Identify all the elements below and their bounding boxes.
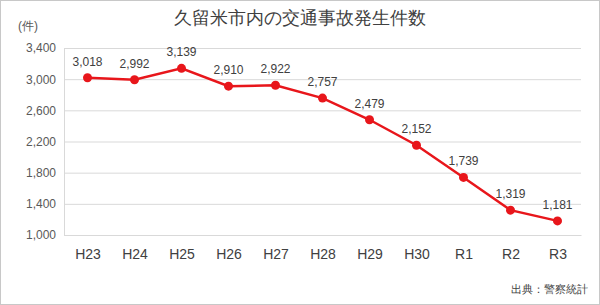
x-tick: H28 <box>310 235 336 262</box>
y-tick-label: 1,800 <box>26 166 56 180</box>
marker <box>83 73 92 82</box>
x-axis-line <box>65 235 582 236</box>
grid-line <box>64 235 581 236</box>
data-label: 1,319 <box>495 187 525 201</box>
x-tick: H24 <box>122 235 148 262</box>
x-tick-label: H30 <box>404 246 430 262</box>
x-tick: H26 <box>216 235 242 262</box>
grid-line <box>64 142 581 143</box>
data-label: 2,910 <box>213 63 243 77</box>
grid-line <box>64 48 581 49</box>
x-tick: R3 <box>549 235 567 262</box>
x-tick: H27 <box>263 235 289 262</box>
y-tick-label: 1,400 <box>26 197 56 211</box>
y-axis-title: (件) <box>18 19 38 33</box>
data-label: 3,018 <box>72 55 102 69</box>
y-tick-label: 3,000 <box>26 73 56 87</box>
chart: 1,0001,4001,8002,2002,6003,0003,400H23H2… <box>0 0 600 305</box>
data-label: 3,139 <box>166 45 196 59</box>
x-tick: H25 <box>169 235 195 262</box>
marker <box>177 64 186 73</box>
y-tick-label: 3,400 <box>26 41 56 55</box>
y-tick-label: 2,600 <box>26 104 56 118</box>
y-tick: 1,000 <box>26 228 64 242</box>
marker <box>506 206 515 215</box>
chart-frame <box>1 1 600 305</box>
source-note: 出典：警察統計 <box>511 283 588 295</box>
data-label: 2,479 <box>354 97 384 111</box>
marker <box>130 75 139 84</box>
marker <box>318 94 327 103</box>
data-label: 2,152 <box>401 122 431 136</box>
x-tick-label: H27 <box>263 246 289 262</box>
y-tick: 3,400 <box>26 41 64 55</box>
data-label: 1,181 <box>542 198 572 212</box>
x-tick: H23 <box>75 235 101 262</box>
x-tick: H29 <box>357 235 383 262</box>
x-tick-label: H26 <box>216 246 242 262</box>
x-tick: R1 <box>455 235 473 262</box>
x-tick-label: R3 <box>549 246 567 262</box>
y-tick: 1,800 <box>26 166 64 180</box>
y-tick: 2,600 <box>26 104 64 118</box>
data-labels: 3,018 2,992 3,139 2,910 2,922 2,757 2,479 2,152… <box>72 45 572 212</box>
marker <box>365 115 374 124</box>
x-tick-label: H29 <box>357 246 383 262</box>
data-label: 2,992 <box>119 57 149 71</box>
x-tick-label: H28 <box>310 246 336 262</box>
y-axis-line <box>64 49 65 236</box>
y-tick: 2,200 <box>26 135 64 149</box>
y-tick-label: 1,000 <box>26 228 56 242</box>
y-axis: 1,000 1,400 1,800 2,200 2,600 3,000 3,400 <box>26 41 65 242</box>
marker <box>553 216 562 225</box>
grid-line <box>64 173 581 174</box>
grid <box>64 49 581 236</box>
data-label: 1,739 <box>448 154 478 168</box>
title: 久留米市内の交通事故発生件数 <box>174 8 426 28</box>
x-tick: H30 <box>404 235 430 262</box>
x-tick-label: R2 <box>502 246 520 262</box>
marker <box>224 82 233 91</box>
marker <box>271 81 280 90</box>
plot-area <box>83 64 562 226</box>
marker <box>412 141 421 150</box>
grid-line <box>64 110 581 111</box>
x-tick-label: H23 <box>75 246 101 262</box>
line <box>88 68 558 221</box>
x-tick-label: R1 <box>455 246 473 262</box>
y-tick: 3,000 <box>26 73 64 87</box>
x-tick: R2 <box>502 235 520 262</box>
y-tick: 1,400 <box>26 197 64 211</box>
y-tick-label: 2,200 <box>26 135 56 149</box>
x-axis: H23 H24 H25 H26 H27 H28 H29 H30 R1 R2 R3 <box>65 235 582 262</box>
x-tick-label: H24 <box>122 246 148 262</box>
marker <box>459 173 468 182</box>
data-label: 2,922 <box>260 62 290 76</box>
x-tick-label: H25 <box>169 246 195 262</box>
data-label: 2,757 <box>307 75 337 89</box>
